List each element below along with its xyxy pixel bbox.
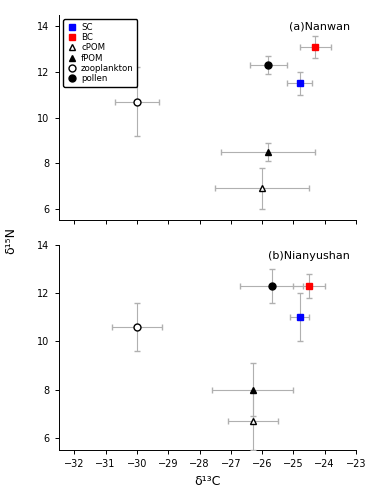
Text: δ¹⁵N: δ¹⁵N	[4, 226, 18, 254]
Text: (b)Nianyushan: (b)Nianyushan	[268, 251, 350, 261]
Legend: SC, BC, cPOM, fPOM, zooplankton, pollen: SC, BC, cPOM, fPOM, zooplankton, pollen	[63, 20, 137, 86]
X-axis label: δ¹³C: δ¹³C	[194, 474, 221, 488]
Text: (a)Nanwan: (a)Nanwan	[289, 21, 350, 31]
